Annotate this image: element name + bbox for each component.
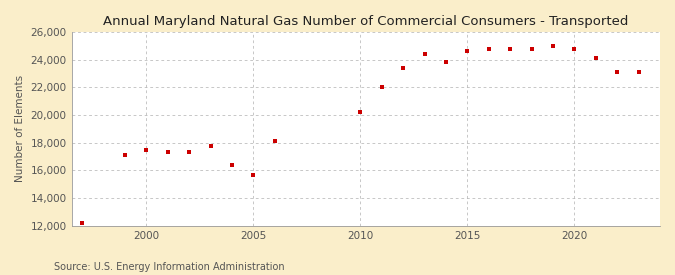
- Title: Annual Maryland Natural Gas Number of Commercial Consumers - Transported: Annual Maryland Natural Gas Number of Co…: [103, 15, 628, 28]
- Text: Source: U.S. Energy Information Administration: Source: U.S. Energy Information Administ…: [54, 262, 285, 272]
- Y-axis label: Number of Elements: Number of Elements: [15, 75, 25, 183]
